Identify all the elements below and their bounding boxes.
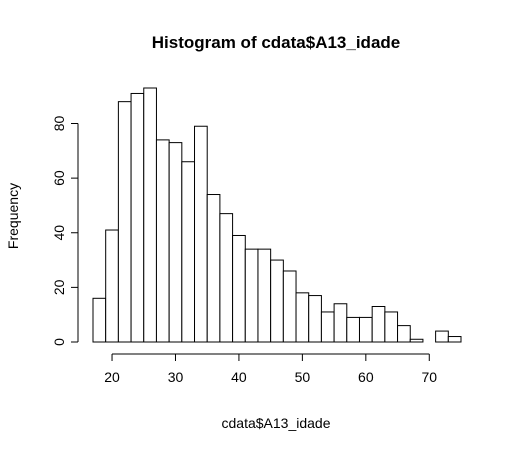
x-tick-label: 70 [421, 369, 437, 385]
x-tick-label: 60 [358, 369, 374, 385]
x-tick-label: 50 [295, 369, 311, 385]
histogram-bar [232, 234, 246, 343]
histogram-bar [92, 297, 107, 343]
histogram-bar [105, 229, 119, 343]
x-axis-label: cdata$A13_idade [222, 415, 331, 431]
chart-title: Histogram of cdata$A13_idade [152, 33, 400, 52]
histogram-bar [219, 213, 234, 343]
bars-group [92, 87, 462, 343]
y-tick-label: 80 [51, 116, 67, 132]
histogram-bar [206, 194, 221, 343]
histogram-bar [155, 139, 170, 343]
histogram-bar [257, 248, 272, 343]
y-tick-label: 40 [51, 225, 67, 241]
x-tick-label: 20 [104, 369, 120, 385]
histogram-bar [244, 248, 259, 343]
histogram-bar [409, 338, 424, 343]
histogram-bar [117, 101, 132, 343]
x-tick-label: 40 [231, 369, 247, 385]
histogram-bar [358, 316, 373, 343]
y-axis: 0 20 40 60 80 [51, 116, 79, 346]
histogram-bar [371, 305, 386, 343]
histogram-bar [270, 259, 284, 343]
histogram-bar [308, 295, 322, 343]
histogram-bar [282, 270, 297, 343]
y-axis-label: Frequency [5, 183, 21, 249]
y-tick-label: 0 [51, 338, 67, 346]
histogram-bar [194, 125, 208, 343]
histogram-bar [295, 292, 310, 343]
histogram-bar [181, 161, 196, 343]
y-tick-label: 20 [51, 279, 67, 295]
x-tick-label: 30 [168, 369, 184, 385]
histogram-bar [320, 311, 335, 343]
histogram-bar [346, 316, 360, 343]
x-axis: 20 30 40 50 60 70 [104, 353, 437, 385]
histogram-bar [384, 311, 399, 343]
histogram-bar [435, 330, 449, 343]
histogram-bar [130, 92, 145, 343]
histogram-bar [333, 303, 348, 343]
histogram-bar [397, 325, 411, 343]
histogram-bar [168, 142, 183, 343]
y-tick-label: 60 [51, 170, 67, 186]
histogram-bar [143, 87, 157, 343]
histogram-bar [447, 336, 462, 343]
